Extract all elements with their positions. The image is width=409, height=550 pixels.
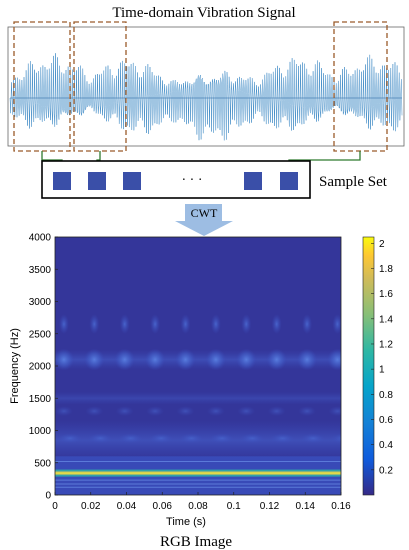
y-tick-label-3: 1500 — [29, 394, 52, 405]
cb-tick-label-3: 0.8 — [379, 390, 393, 401]
sample-square-5 — [280, 172, 298, 190]
pulse-1300-5 — [176, 406, 195, 417]
pulse-900-1 — [57, 433, 82, 444]
heatmap-features — [55, 314, 341, 495]
pulse-1300-4 — [146, 406, 165, 417]
y-tick-label-6: 3000 — [29, 297, 52, 308]
pulse-900-10 — [331, 433, 341, 444]
pulse-2000-3 — [114, 348, 135, 371]
x-tick-label-2: 0.04 — [117, 501, 137, 512]
pulse-900-6 — [209, 433, 234, 444]
y-tick-label-5: 2500 — [29, 329, 52, 340]
pulse-2700-7 — [241, 314, 252, 335]
sample-set-box — [41, 160, 311, 199]
pulse-2000-8 — [266, 348, 287, 371]
cb-tick-label-9: 2 — [379, 239, 385, 250]
sample-ellipsis: · · · — [182, 173, 203, 188]
pulse-2700-1 — [58, 314, 69, 335]
cb-tick-label-7: 1.6 — [379, 289, 393, 300]
pulse-2700-4 — [150, 314, 161, 335]
pulse-2000-7 — [236, 348, 257, 371]
y-axis-label: Frequency (Hz) — [9, 328, 21, 404]
x-tick-label-3: 0.06 — [153, 501, 173, 512]
pulse-2700-3 — [119, 314, 130, 335]
y-axis: 0 500 1000 1500 2000 2500 3000 3500 4000 — [29, 233, 58, 502]
y-tick-label-7: 3500 — [29, 265, 52, 276]
x-tick-label-4: 0.08 — [188, 501, 208, 512]
sample-square-4 — [244, 172, 262, 190]
cb-tick-label-6: 1.4 — [379, 314, 393, 325]
pulse-1300-8 — [267, 406, 286, 417]
pulse-2700-8 — [271, 314, 282, 335]
cb-tick-label-2: 0.6 — [379, 415, 393, 426]
pulse-2000-4 — [145, 348, 166, 371]
x-tick-label-7: 0.14 — [296, 501, 316, 512]
image-caption: RGB Image — [160, 534, 232, 550]
cb-tick-label-4: 1 — [379, 365, 385, 376]
cb-tick-label-8: 1.8 — [379, 264, 393, 275]
pulse-900-3 — [118, 433, 143, 444]
y-tick-label-0: 0 — [45, 491, 51, 502]
band-1500 — [55, 391, 341, 405]
cwt-arrow — [175, 204, 233, 236]
cwt-label: CWT — [191, 206, 218, 220]
cb-tick-label-0: 0.2 — [379, 465, 393, 476]
pulse-900-2 — [88, 433, 113, 444]
x-axis-label: Time (s) — [166, 516, 206, 528]
x-tick-label-6: 0.12 — [260, 501, 280, 512]
x-tick-label-8: 0.16 — [331, 501, 351, 512]
vibration-waveform — [9, 53, 403, 141]
pulse-1300-10 — [328, 406, 341, 417]
colorbar — [362, 236, 375, 496]
y-tick-label-2: 1000 — [29, 426, 52, 437]
pulse-1300-7 — [237, 406, 256, 417]
window-box-2 — [73, 21, 127, 152]
cb-tick-label-5: 1.2 — [379, 339, 393, 350]
y-tick-label-8: 4000 — [29, 233, 52, 244]
x-tick-label-1: 0.02 — [81, 501, 101, 512]
colorbar-ticks: 0.2 0.4 0.6 0.8 1 1.2 1.4 1.6 1.8 2 — [371, 239, 393, 476]
x-axis: 0 0.02 0.04 0.06 0.08 0.1 0.12 0.14 0.16 — [52, 492, 351, 512]
pulse-1300-2 — [85, 406, 104, 417]
pulse-1300-1 — [55, 406, 73, 417]
pulse-2000-2 — [84, 348, 105, 371]
x-tick-label-5: 0.1 — [227, 501, 241, 512]
sample-square-2 — [88, 172, 106, 190]
y-tick-label-4: 2000 — [29, 362, 52, 373]
sample-set-label: Sample Set — [319, 174, 388, 190]
pulse-1300-6 — [206, 406, 225, 417]
pulse-2700-2 — [89, 314, 100, 335]
pulse-2700-10 — [332, 314, 341, 335]
pulse-2700-9 — [302, 314, 313, 335]
scalogram-plot: 0 500 1000 1500 2000 2500 3000 3500 4000 0 0.02 0.… — [29, 233, 351, 513]
signal-title: Time-domain Vibration Signal — [112, 5, 295, 21]
pulse-1300-3 — [115, 406, 134, 417]
cb-tick-label-1: 0.4 — [379, 440, 393, 451]
sample-square-1 — [53, 172, 71, 190]
sample-squares — [53, 172, 298, 190]
pulse-1300-9 — [298, 406, 317, 417]
pulse-2700-5 — [180, 314, 191, 335]
x-tick-label-0: 0 — [52, 501, 58, 512]
pulse-900-4 — [149, 433, 174, 444]
pulse-2000-6 — [205, 348, 226, 371]
pulse-2000-1 — [55, 348, 74, 371]
sample-square-3 — [123, 172, 141, 190]
y-tick-label-1: 500 — [34, 458, 51, 469]
pulse-900-7 — [240, 433, 265, 444]
pulse-900-9 — [301, 433, 326, 444]
pulse-2000-5 — [175, 348, 196, 371]
pulse-900-8 — [270, 433, 295, 444]
pulse-2700-6 — [210, 314, 221, 335]
pulse-2000-9 — [297, 348, 318, 371]
pulse-2000-10 — [327, 348, 341, 371]
pulse-900-5 — [179, 433, 204, 444]
